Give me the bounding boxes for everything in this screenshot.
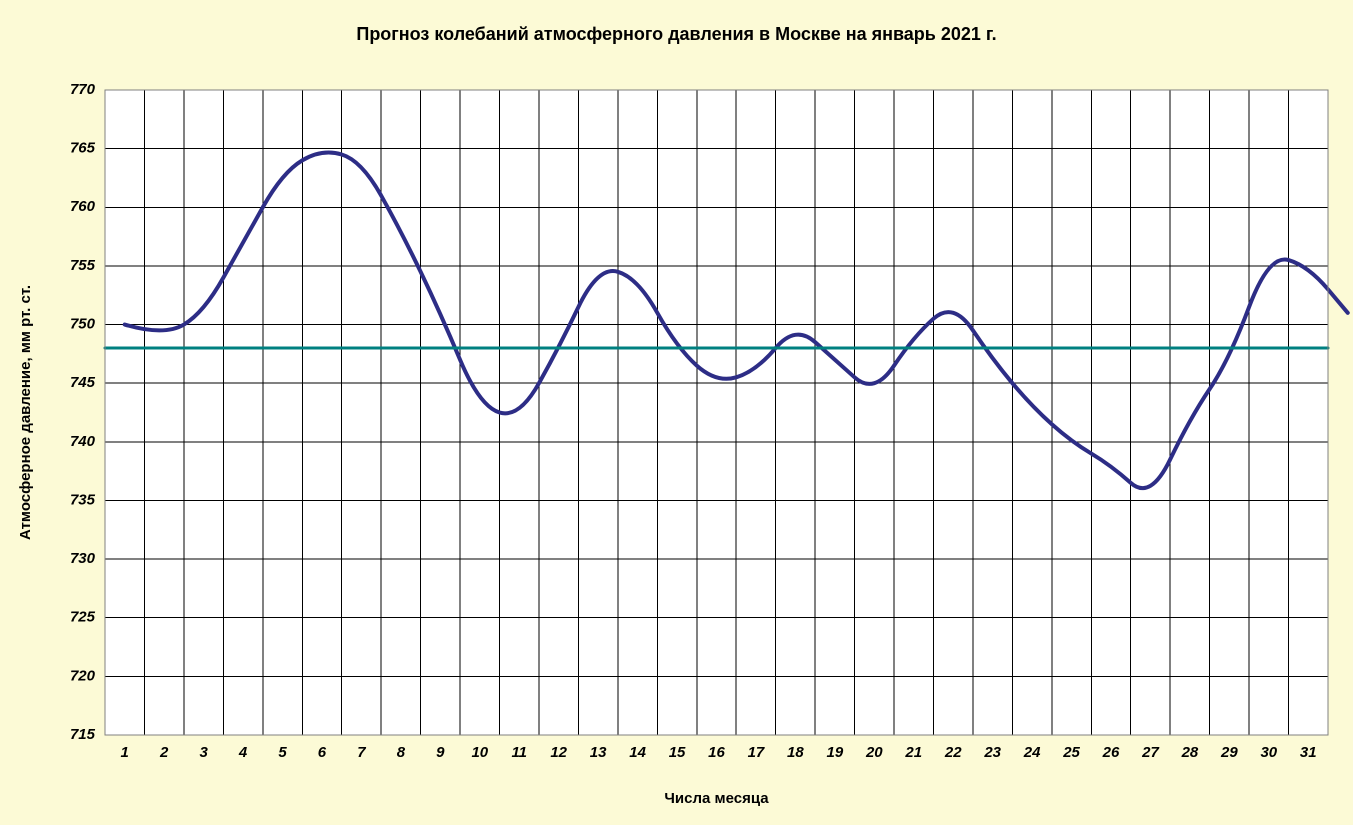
y-tick-label: 715 bbox=[70, 726, 96, 743]
x-tick-label: 21 bbox=[904, 744, 922, 761]
y-tick-label: 770 bbox=[70, 81, 96, 98]
y-tick-label: 740 bbox=[70, 433, 96, 450]
x-tick-label: 31 bbox=[1300, 744, 1317, 761]
y-tick-label: 755 bbox=[70, 257, 96, 274]
x-tick-label: 16 bbox=[708, 744, 725, 761]
x-tick-label: 15 bbox=[669, 744, 686, 761]
x-tick-label: 2 bbox=[159, 744, 169, 761]
x-tick-label: 22 bbox=[944, 744, 962, 761]
x-tick-label: 11 bbox=[511, 744, 527, 761]
x-tick-label: 14 bbox=[629, 744, 646, 761]
x-tick-label: 6 bbox=[318, 744, 327, 761]
x-tick-label: 13 bbox=[590, 744, 607, 761]
x-tick-label: 27 bbox=[1141, 744, 1159, 761]
y-tick-label: 750 bbox=[70, 316, 96, 333]
x-tick-label: 10 bbox=[471, 744, 488, 761]
x-tick-label: 26 bbox=[1102, 744, 1120, 761]
x-tick-label: 23 bbox=[983, 744, 1001, 761]
x-tick-label: 12 bbox=[550, 744, 567, 761]
y-tick-label: 720 bbox=[70, 667, 96, 684]
x-axis-label: Числа месяца bbox=[664, 790, 769, 807]
x-tick-label: 29 bbox=[1220, 744, 1238, 761]
x-tick-label: 8 bbox=[397, 744, 406, 761]
x-tick-label: 9 bbox=[436, 744, 445, 761]
x-tick-label: 28 bbox=[1181, 744, 1199, 761]
x-tick-label: 17 bbox=[748, 744, 765, 761]
x-tick-label: 25 bbox=[1062, 744, 1080, 761]
x-tick-label: 19 bbox=[827, 744, 844, 761]
y-tick-label: 735 bbox=[70, 491, 96, 508]
y-tick-label: 725 bbox=[70, 609, 96, 626]
x-tick-label: 4 bbox=[238, 744, 248, 761]
y-tick-label: 730 bbox=[70, 550, 96, 567]
chart-title: Прогноз колебаний атмосферного давления … bbox=[356, 24, 996, 44]
y-tick-label: 765 bbox=[70, 140, 96, 157]
pressure-forecast-chart: 7157207257307357407457507557607657701234… bbox=[0, 0, 1353, 825]
chart-svg: 7157207257307357407457507557607657701234… bbox=[0, 0, 1353, 825]
x-tick-label: 20 bbox=[865, 744, 883, 761]
x-tick-label: 1 bbox=[121, 744, 129, 761]
x-tick-label: 18 bbox=[787, 744, 804, 761]
x-tick-label: 7 bbox=[357, 744, 366, 761]
x-tick-label: 5 bbox=[278, 744, 287, 761]
x-tick-label: 3 bbox=[199, 744, 208, 761]
y-tick-label: 745 bbox=[70, 374, 96, 391]
y-tick-label: 760 bbox=[70, 198, 96, 215]
x-tick-label: 30 bbox=[1260, 744, 1277, 761]
x-tick-label: 24 bbox=[1023, 744, 1041, 761]
y-axis-label: Атмосферное давление, мм рт. ст. bbox=[17, 285, 34, 540]
